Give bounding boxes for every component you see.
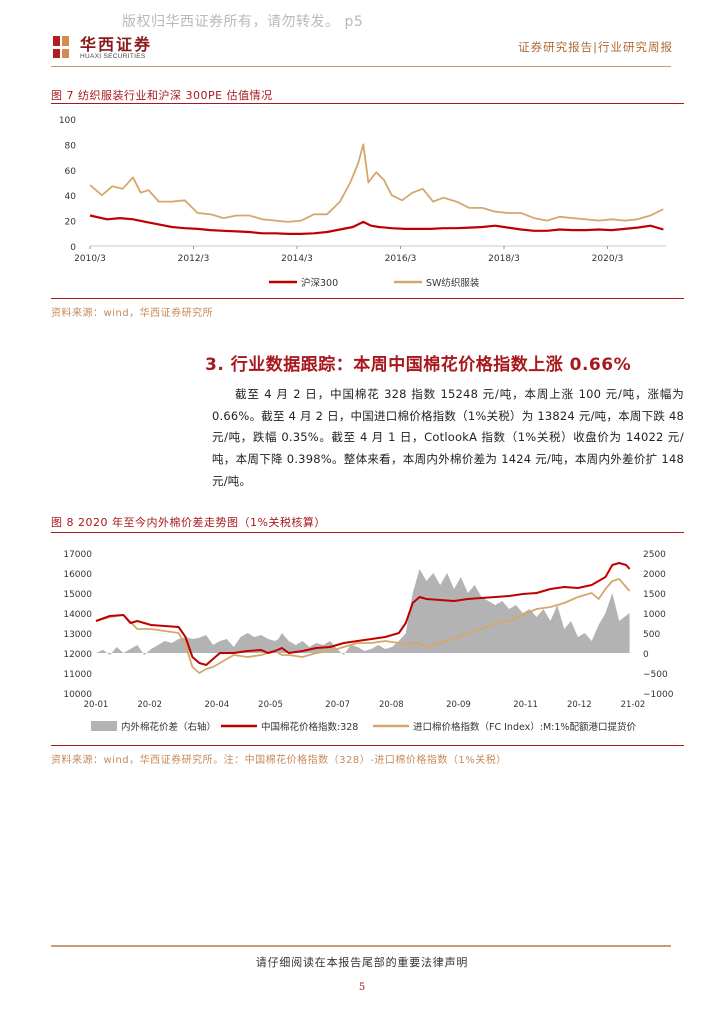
y-left-tick-label: 16000 xyxy=(63,570,92,580)
x-tick-label: 20-08 xyxy=(379,700,404,710)
legend-label-import: 进口棉价格指数（FC Index）:M:1%配额港口提货价 xyxy=(413,721,636,733)
y-right-tick-label: 2500 xyxy=(643,550,666,560)
series-line-import xyxy=(95,578,631,674)
x-tick-label: 20-12 xyxy=(567,700,592,710)
x-tick-label: 20-02 xyxy=(137,700,162,710)
y-left-tick-label: 10000 xyxy=(63,690,92,700)
x-tick-label: 2018/3 xyxy=(488,254,520,264)
y-right-tick-label: 2000 xyxy=(643,570,666,580)
legend-label-diff: 内外棉花价差（右轴） xyxy=(121,721,216,733)
y-tick-label: 60 xyxy=(65,167,77,177)
y-tick-label: 20 xyxy=(65,218,77,228)
figure-7-chart: 0 20 40 60 80 100 2010/3 2012/3 2014/3 2016/3 2018… xyxy=(59,116,666,289)
x-tick-label: 2012/3 xyxy=(178,254,210,264)
x-tick-label: 20-04 xyxy=(204,700,229,710)
page-number: 5 xyxy=(358,982,366,993)
y-right-tick-label: 0 xyxy=(643,650,649,660)
footer-divider xyxy=(51,945,671,947)
section-heading: 3. 行业数据跟踪：本周中国棉花价格指数上涨 0.66% xyxy=(205,355,632,375)
x-tick-label: 2014/3 xyxy=(281,254,313,264)
x-tick-label: 2016/3 xyxy=(385,254,417,264)
y-right-tick-label: 500 xyxy=(643,630,660,640)
y-left-tick-label: 13000 xyxy=(63,630,92,640)
y-tick-label: 100 xyxy=(59,116,76,126)
report-type: 证券研究报告|行业研究周报 xyxy=(518,40,673,54)
y-right-tick-label: −1000 xyxy=(643,690,674,700)
figure-8-source: 资料来源：wind，华西证券研究所。注：中国棉花价格指数（328）-进口棉价格指… xyxy=(51,755,507,766)
series-line-hs300 xyxy=(89,214,664,235)
series-line-textile xyxy=(89,143,664,223)
y-right-tick-label: 1500 xyxy=(643,590,666,600)
figure-8-title: 图 8 2020 年至今内外棉价差走势图（1%关税核算） xyxy=(51,516,326,529)
y-left-tick-label: 15000 xyxy=(63,590,92,600)
x-tick-label: 20-07 xyxy=(325,700,350,710)
y-left-tick-label: 11000 xyxy=(63,670,92,680)
x-tick-label: 20-09 xyxy=(446,700,471,710)
figure-7-source: 资料来源：wind，华西证券研究所 xyxy=(51,308,214,319)
series-line-china xyxy=(95,562,631,666)
header-divider xyxy=(51,66,671,67)
y-right-tick-label: 1000 xyxy=(643,610,666,620)
section-paragraph: 截至 4 月 2 日，中国棉花 328 指数 15248 元/吨，本周上涨 10… xyxy=(212,387,684,488)
figure-8-chart: 1700016000150001400013000120001100010000… xyxy=(63,550,674,733)
x-tick-label: 20-05 xyxy=(258,700,283,710)
y-tick-label: 0 xyxy=(70,243,76,253)
figure-7-title: 图 7 纺织服装行业和沪深 300PE 估值情况 xyxy=(51,89,273,102)
x-tick-label: 2010/3 xyxy=(74,254,106,264)
brand-name-english: HUAXI SECURITIES xyxy=(80,53,146,60)
watermark: 版权归华西证券所有，请勿转发。 p5 xyxy=(122,14,364,30)
y-left-tick-label: 14000 xyxy=(63,610,92,620)
y-tick-label: 80 xyxy=(65,141,77,151)
footer-disclaimer: 请仔细阅读在本报告尾部的重要法律声明 xyxy=(255,956,469,969)
y-left-tick-label: 17000 xyxy=(63,550,92,560)
legend-swatch-diff xyxy=(91,721,117,731)
brand-name: 华西证券 xyxy=(80,35,153,54)
series-area-diff xyxy=(96,569,630,655)
y-right-tick-label: −500 xyxy=(643,670,668,680)
legend-label-1: SW纺织服装 xyxy=(426,277,480,289)
x-tick-label: 20-01 xyxy=(84,700,109,710)
x-tick-label: 21-02 xyxy=(621,700,646,710)
y-left-tick-label: 12000 xyxy=(63,650,92,660)
x-tick-label: 2020/3 xyxy=(592,254,624,264)
legend-label-0: 沪深300 xyxy=(301,277,338,289)
legend-label-china: 中国棉花价格指数:328 xyxy=(261,721,358,733)
huaxi-logo-icon xyxy=(51,34,71,60)
y-tick-label: 40 xyxy=(65,192,77,202)
figure-7-frame: 0 20 40 60 80 100 2010/3 2012/3 2014/3 2016/3 2018… xyxy=(51,103,684,299)
figure-8-frame: 17000 16000 15000 14000 13000 12000 11000 10000… xyxy=(51,532,684,746)
x-tick-label: 20-11 xyxy=(513,700,538,710)
